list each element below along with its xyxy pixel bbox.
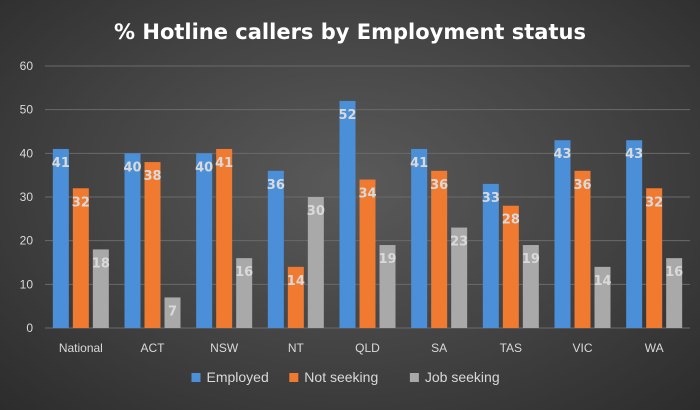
bar-job-seeking	[594, 266, 611, 328]
bar-job-seeking	[666, 258, 683, 328]
legend-swatch	[409, 373, 419, 382]
data-label: 41	[52, 156, 70, 171]
data-label: 23	[450, 235, 468, 250]
data-label: 38	[143, 169, 161, 184]
legend-label: Job seeking	[425, 369, 500, 385]
bar-not-seeking	[216, 148, 233, 328]
y-tick-label: 0	[26, 321, 33, 335]
data-label: 40	[195, 160, 213, 175]
bar-employed	[52, 148, 69, 328]
bar-employed	[124, 153, 141, 328]
bar-job-seeking	[451, 227, 468, 328]
data-label: 36	[267, 178, 285, 193]
bar-job-seeking	[92, 249, 109, 328]
bar-employed	[554, 140, 571, 328]
y-tick-label: 30	[20, 190, 34, 204]
data-label: 32	[72, 195, 90, 210]
y-tick-label: 40	[20, 146, 34, 160]
legend-label: Not seeking	[304, 369, 378, 385]
x-category-label: TAS	[500, 341, 522, 355]
data-label: 32	[645, 195, 663, 210]
bar-job-seeking	[522, 245, 539, 328]
bar-not-seeking	[144, 162, 161, 328]
data-label: 36	[430, 178, 448, 193]
bar-not-seeking	[359, 179, 376, 328]
bar-employed	[626, 140, 643, 328]
data-label: 7	[168, 304, 177, 319]
y-tick-label: 50	[20, 103, 34, 117]
data-label: 14	[593, 274, 611, 289]
legend: Employed Not seeking Job seeking	[191, 369, 500, 385]
legend-label: Employed	[207, 369, 269, 385]
bar-not-seeking	[287, 266, 304, 328]
x-axis-categories: National ACT NSW NT QLD SA TAS VIC WA	[59, 341, 664, 355]
data-label: 19	[522, 252, 540, 267]
x-category-label: NSW	[210, 341, 239, 355]
x-category-label: QLD	[355, 341, 380, 355]
bar-not-seeking	[502, 205, 519, 328]
bars	[52, 100, 683, 328]
bar-job-seeking	[379, 245, 396, 328]
bar-employed	[196, 153, 213, 328]
data-label: 16	[665, 265, 683, 280]
data-label: 33	[482, 191, 500, 206]
bar-job-seeking	[307, 197, 324, 328]
bar-not-seeking	[431, 170, 448, 328]
data-label: 43	[625, 147, 643, 162]
data-label: 36	[573, 178, 591, 193]
data-label: 43	[553, 147, 571, 162]
bar-employed	[267, 170, 284, 328]
data-label: 16	[235, 265, 253, 280]
data-label: 18	[92, 256, 110, 271]
x-category-label: SA	[431, 341, 447, 355]
x-category-label: NT	[288, 341, 305, 355]
y-tick-label: 10	[20, 277, 34, 291]
y-axis-ticks: 0 10 20 30 40 50 60	[20, 59, 34, 335]
bar-not-seeking	[72, 188, 89, 328]
bar-not-seeking	[646, 188, 663, 328]
legend-swatch	[191, 373, 201, 382]
data-label: 28	[502, 213, 520, 228]
data-label: 41	[215, 156, 233, 171]
x-category-label: ACT	[141, 341, 166, 355]
legend-swatch	[289, 373, 299, 382]
bar-employed	[411, 148, 428, 328]
x-category-label: WA	[645, 341, 664, 355]
bar-job-seeking	[164, 297, 181, 328]
x-category-label: VIC	[572, 341, 592, 355]
chart-title: % Hotline callers by Employment status	[114, 20, 586, 44]
data-label: 19	[378, 252, 396, 267]
bar-employed	[482, 183, 499, 328]
bar-employed	[339, 100, 356, 328]
data-label: 41	[410, 156, 428, 171]
data-label: 30	[307, 204, 325, 219]
y-tick-label: 60	[20, 59, 34, 73]
data-label: 52	[338, 108, 356, 123]
y-tick-label: 20	[20, 234, 34, 248]
data-label: 40	[123, 160, 141, 175]
x-category-label: National	[59, 341, 103, 355]
data-label: 34	[358, 187, 376, 202]
data-label: 14	[287, 274, 305, 289]
bar-not-seeking	[574, 170, 591, 328]
bar-job-seeking	[236, 258, 253, 328]
